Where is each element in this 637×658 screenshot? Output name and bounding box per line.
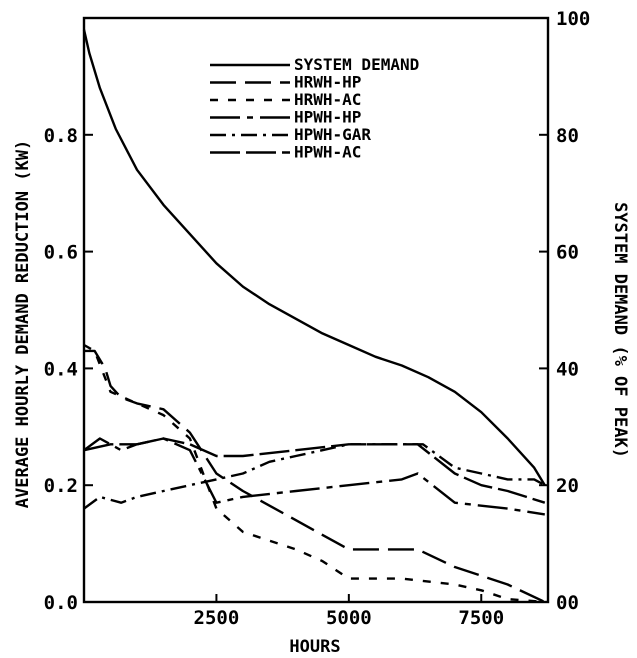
y-axis-title: AVERAGE HOURLY DEMAND REDUCTION (KW) [13,140,33,508]
x-axis-title: HOURS [289,637,340,657]
legend-label: HPWH-AC [294,143,361,162]
series-line-hpwh-hp [83,437,545,516]
legend-label: HRWH-AC [294,90,361,109]
y-tick-label: 0.6 [44,242,78,264]
series-line-system-demand [82,29,546,486]
y2-tick-label: 100 [556,8,590,30]
y-tick-label: 0.2 [44,475,78,497]
y2-tick-label: 60 [556,242,579,264]
legend-label: HPWH-HP [294,108,361,127]
legend-label: SYSTEM DEMAND [294,55,419,74]
series-line-hrwh-ac [83,343,545,604]
y2-tick-label: 00 [556,592,579,614]
series-line-hpwh-ac [83,437,546,504]
y-tick-label: 0.0 [44,592,78,614]
x-tick-label: 5000 [326,607,372,629]
plot-area-frame [82,16,550,604]
series-line-hpwh-gar [83,443,546,510]
y2-tick-label: 20 [556,475,579,497]
x-tick-label: 2500 [194,607,240,629]
y-tick-label: 0.8 [44,125,78,147]
legend-label: HRWH-HP [294,73,361,92]
y2-tick-label: 40 [556,358,579,380]
legend-label: HPWH-GAR [294,125,371,144]
y2-tick-label: 80 [556,125,579,147]
y-tick-label: 0.4 [44,358,78,380]
series-line-hrwh-hp [84,349,546,604]
y2-axis-title: SYSTEM DEMAND (% OF PEAK) [610,202,630,458]
x-tick-label: 7500 [458,607,504,629]
